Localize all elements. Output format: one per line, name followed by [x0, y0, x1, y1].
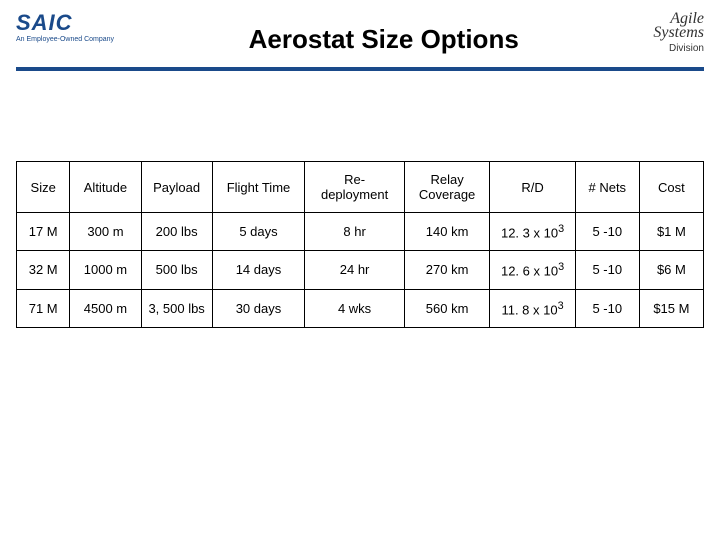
page-title: Aerostat Size Options [114, 12, 653, 55]
logo-right: Agile Systems Division [653, 12, 704, 54]
cell-redeploy: 8 hr [305, 213, 405, 251]
aerostat-table: Size Altitude Payload Flight Time Re-dep… [16, 161, 704, 328]
cell-nets: 5 -10 [575, 213, 639, 251]
col-relay: RelayCoverage [404, 162, 489, 213]
cell-altitude: 300 m [70, 213, 141, 251]
header: SAIC An Employee-Owned Company Aerostat … [0, 0, 720, 55]
logo-left-tagline: An Employee-Owned Company [16, 36, 114, 43]
logo-right-sub: Division [653, 43, 704, 54]
table-container: Size Altitude Payload Flight Time Re-dep… [0, 71, 720, 328]
cell-cost: $6 M [639, 251, 703, 289]
col-altitude: Altitude [70, 162, 141, 213]
cell-payload: 3, 500 lbs [141, 289, 212, 327]
table-header-row: Size Altitude Payload Flight Time Re-dep… [17, 162, 704, 213]
cell-rd-base: 12. 3 x 10 [501, 225, 558, 240]
cell-payload: 500 lbs [141, 251, 212, 289]
table-row: 71 M 4500 m 3, 500 lbs 30 days 4 wks 560… [17, 289, 704, 327]
cell-rd: 12. 6 x 103 [490, 251, 575, 289]
cell-flight: 30 days [212, 289, 305, 327]
cell-rd-base: 11. 8 x 10 [501, 302, 557, 317]
cell-flight: 14 days [212, 251, 305, 289]
col-cost: Cost [639, 162, 703, 213]
cell-rd-exp: 3 [558, 223, 564, 235]
cell-size: 71 M [17, 289, 70, 327]
table-row: 32 M 1000 m 500 lbs 14 days 24 hr 270 km… [17, 251, 704, 289]
cell-cost: $15 M [639, 289, 703, 327]
col-rd: R/D [490, 162, 575, 213]
cell-size: 17 M [17, 213, 70, 251]
cell-flight: 5 days [212, 213, 305, 251]
col-size: Size [17, 162, 70, 213]
cell-nets: 5 -10 [575, 289, 639, 327]
cell-rd-base: 12. 6 x 10 [501, 264, 558, 279]
logo-left: SAIC An Employee-Owned Company [16, 12, 114, 43]
table-row: 17 M 300 m 200 lbs 5 days 8 hr 140 km 12… [17, 213, 704, 251]
col-redeploy: Re-deployment [305, 162, 405, 213]
cell-relay: 270 km [404, 251, 489, 289]
cell-nets: 5 -10 [575, 251, 639, 289]
cell-redeploy: 24 hr [305, 251, 405, 289]
cell-redeploy: 4 wks [305, 289, 405, 327]
cell-rd-exp: 3 [558, 300, 564, 312]
cell-rd: 12. 3 x 103 [490, 213, 575, 251]
cell-altitude: 1000 m [70, 251, 141, 289]
cell-altitude: 4500 m [70, 289, 141, 327]
cell-relay: 560 km [404, 289, 489, 327]
col-flight: Flight Time [212, 162, 305, 213]
logo-left-main: SAIC [16, 12, 73, 34]
logo-right-line2: Systems [653, 26, 704, 40]
col-payload: Payload [141, 162, 212, 213]
col-nets: # Nets [575, 162, 639, 213]
cell-rd: 11. 8 x 103 [490, 289, 575, 327]
cell-relay: 140 km [404, 213, 489, 251]
cell-payload: 200 lbs [141, 213, 212, 251]
cell-cost: $1 M [639, 213, 703, 251]
cell-rd-exp: 3 [558, 261, 564, 273]
cell-size: 32 M [17, 251, 70, 289]
